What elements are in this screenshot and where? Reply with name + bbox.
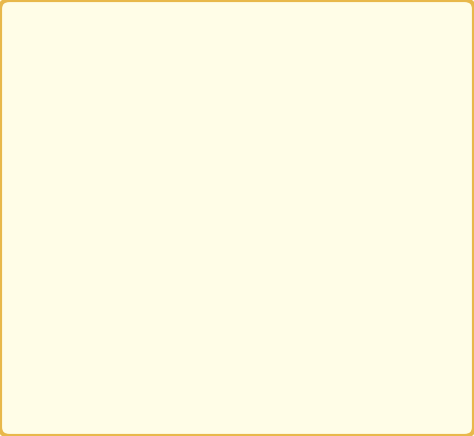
Text: x: x [337,248,342,257]
Text: x: x [377,248,383,257]
Text: x: x [213,248,219,257]
Text: x: x [123,248,129,257]
Text: x: x [247,235,252,244]
Text: x: x [417,235,422,244]
Text: x: x [213,235,219,244]
Text: Protein: Protein [267,314,306,324]
Text: x: x [203,248,209,257]
Text: x: x [154,235,159,244]
Text: x: x [53,235,59,244]
Text: x: x [73,235,79,244]
Bar [149,298,341,305]
Text: Protein: Protein [173,314,213,324]
Text: x: x [103,248,109,257]
Text: x: x [64,248,69,257]
Text: x: x [327,235,332,244]
Text: x: x [277,235,282,244]
Text: x: x [103,235,109,244]
Text: x: x [337,235,342,244]
Text: HSF1: HSF1 [304,109,345,123]
Text: x: x [43,235,49,244]
Text: x: x [93,248,99,257]
FancyBboxPatch shape [152,300,234,338]
Text: x: x [317,235,322,244]
Text: c-Met etc..: c-Met etc.. [212,372,279,385]
Text: x: x [133,248,139,257]
FancyBboxPatch shape [28,26,446,410]
Text: x: x [297,248,302,257]
Text: x: x [307,235,312,244]
Text: x: x [73,248,79,257]
Bar [149,305,341,333]
Text: x: x [397,248,402,257]
Text: x: x [143,248,149,257]
Text: x: x [133,235,139,244]
FancyBboxPatch shape [238,300,334,338]
Text: Folding: Folding [173,324,213,334]
Text: x: x [53,248,59,257]
Ellipse shape [285,95,364,137]
Ellipse shape [100,175,165,206]
Text: x: x [307,248,312,257]
Text: x: x [327,248,332,257]
Text: x: x [407,235,412,244]
Text: x: x [183,248,189,257]
Text: x: x [193,235,199,244]
Text: x: x [417,248,422,257]
Text: x: x [183,235,189,244]
Text: x: x [113,248,118,257]
Text: x: x [247,248,252,257]
Text: x: x [223,235,229,244]
Text: x: x [113,235,118,244]
Text: x: x [347,235,352,244]
Text: x: x [173,235,179,244]
Text: x: x [267,235,272,244]
Text: x: x [407,248,412,257]
Text: x: x [367,235,373,244]
Text: x: x [377,235,383,244]
Text: x: x [193,248,199,257]
Text: x: x [287,235,292,244]
Text: x: x [43,248,49,257]
Text: x: x [287,248,292,257]
Text: x: x [203,235,209,244]
Ellipse shape [89,87,176,142]
Text: HP1: HP1 [118,184,147,197]
Text: mTOR: mTOR [303,37,346,51]
Text: x: x [164,248,169,257]
Text: Degradation: Degradation [252,324,321,334]
Text: HSP70: HSP70 [318,261,365,274]
Text: x: x [83,248,89,257]
Text: x: x [367,248,373,257]
Text: x: x [257,248,262,257]
Text: MMP3: MMP3 [110,102,155,115]
Text: x: x [93,235,99,244]
Text: x: x [154,248,159,257]
Text: x: x [317,248,322,257]
Text: x: x [387,235,392,244]
Text: x: x [173,248,179,257]
Text: x: x [297,235,302,244]
Text: x: x [277,248,282,257]
Text: x: x [427,235,432,244]
Text: x: x [123,235,129,244]
Text: x: x [427,248,432,257]
Text: PEX: PEX [123,120,143,130]
Text: x: x [83,235,89,244]
Bar [149,333,341,340]
Text: x: x [347,248,352,257]
Text: x: x [64,235,69,244]
Text: x: x [267,248,272,257]
Text: x: x [397,235,402,244]
Text: x: x [257,235,262,244]
Text: x: x [164,235,169,244]
Text: x: x [357,248,362,257]
Text: x: x [143,235,149,244]
Text: x: x [357,235,362,244]
Text: x: x [223,248,229,257]
Text: HSP70: HSP70 [127,261,173,274]
Text: x: x [387,248,392,257]
